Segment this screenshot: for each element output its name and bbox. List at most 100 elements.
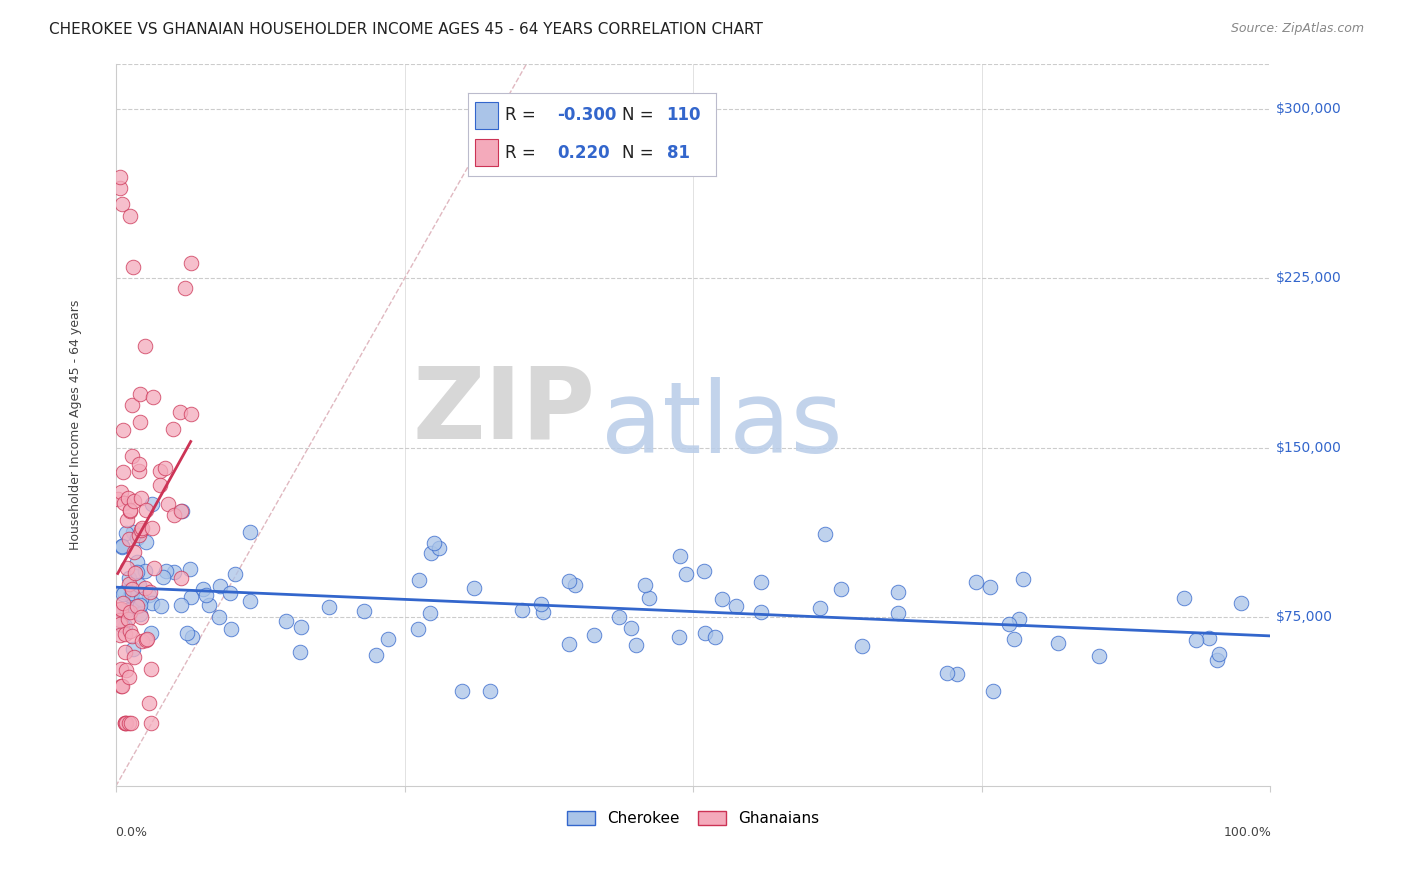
Point <box>180 630 202 644</box>
Point <box>110 484 132 499</box>
Point <box>118 209 141 223</box>
Text: $300,000: $300,000 <box>1277 103 1341 116</box>
Point <box>1208 647 1230 661</box>
Text: Source: ZipAtlas.com: Source: ZipAtlas.com <box>1230 22 1364 36</box>
Point <box>115 560 138 574</box>
Point <box>170 504 193 518</box>
Point <box>1230 596 1253 610</box>
Point <box>111 540 134 554</box>
Point <box>131 633 153 648</box>
Point <box>224 566 246 581</box>
Point <box>557 574 579 588</box>
Point <box>120 715 142 730</box>
Point <box>129 387 152 401</box>
Point <box>1185 633 1208 648</box>
Point <box>108 613 131 627</box>
Text: 100.0%: 100.0% <box>1223 826 1271 838</box>
Point <box>142 561 165 575</box>
Legend: Cherokee, Ghanaians: Cherokee, Ghanaians <box>561 805 825 832</box>
Point <box>110 679 132 693</box>
Point <box>111 596 134 610</box>
Point <box>135 632 157 647</box>
Point <box>157 497 180 511</box>
Point <box>149 464 172 478</box>
Point <box>634 578 657 592</box>
Point <box>111 539 134 553</box>
Point <box>208 579 231 593</box>
Point <box>423 536 446 550</box>
Point <box>998 617 1021 632</box>
Point <box>129 524 152 538</box>
Point <box>377 632 399 647</box>
Point <box>131 521 153 535</box>
Point <box>128 464 150 478</box>
Point <box>125 555 148 569</box>
Point <box>935 665 957 680</box>
Point <box>128 578 150 592</box>
Point <box>120 601 142 615</box>
Point <box>138 697 160 711</box>
Point <box>110 181 132 195</box>
Point <box>135 503 157 517</box>
Point <box>114 626 136 640</box>
Point <box>620 621 643 635</box>
Point <box>180 590 202 604</box>
Point <box>1008 612 1031 626</box>
Point <box>155 564 177 578</box>
Point <box>711 592 734 607</box>
Point <box>111 465 134 479</box>
Point <box>531 605 554 619</box>
Point <box>169 599 191 613</box>
Point <box>318 599 340 614</box>
Point <box>510 603 533 617</box>
Point <box>121 642 143 657</box>
Point <box>112 423 135 437</box>
Point <box>675 567 697 582</box>
Point <box>946 666 969 681</box>
Text: 0.0%: 0.0% <box>115 826 146 838</box>
Point <box>128 458 150 472</box>
Point <box>239 594 262 608</box>
Text: atlas: atlas <box>600 376 842 474</box>
Point <box>704 630 727 644</box>
Point <box>139 625 162 640</box>
Point <box>191 582 214 596</box>
Point <box>112 584 135 599</box>
Point <box>121 629 143 643</box>
Point <box>152 570 174 584</box>
Point <box>1012 572 1035 586</box>
Point <box>564 578 586 592</box>
Point <box>111 587 134 601</box>
Point <box>965 575 987 590</box>
Point <box>366 648 388 663</box>
Point <box>170 504 193 518</box>
Point <box>353 604 375 618</box>
Point <box>814 527 837 541</box>
Point <box>134 534 156 549</box>
Point <box>121 398 143 412</box>
Point <box>120 502 142 516</box>
Point <box>115 603 138 617</box>
Point <box>669 549 692 563</box>
Point <box>108 616 131 631</box>
Point <box>406 623 429 637</box>
Point <box>107 491 129 506</box>
Point <box>110 602 132 616</box>
Point <box>127 531 149 545</box>
Point <box>121 525 143 540</box>
Point <box>638 591 661 605</box>
Point <box>112 496 135 510</box>
Point <box>749 574 772 589</box>
Point <box>169 405 191 419</box>
Point <box>114 619 136 633</box>
Point <box>115 526 138 541</box>
Point <box>108 602 131 616</box>
Point <box>179 562 201 576</box>
Point <box>142 390 165 404</box>
Point <box>1198 631 1220 645</box>
Point <box>114 715 136 730</box>
Point <box>124 566 146 581</box>
Point <box>195 588 218 602</box>
Point <box>139 585 162 599</box>
Point <box>139 715 162 730</box>
